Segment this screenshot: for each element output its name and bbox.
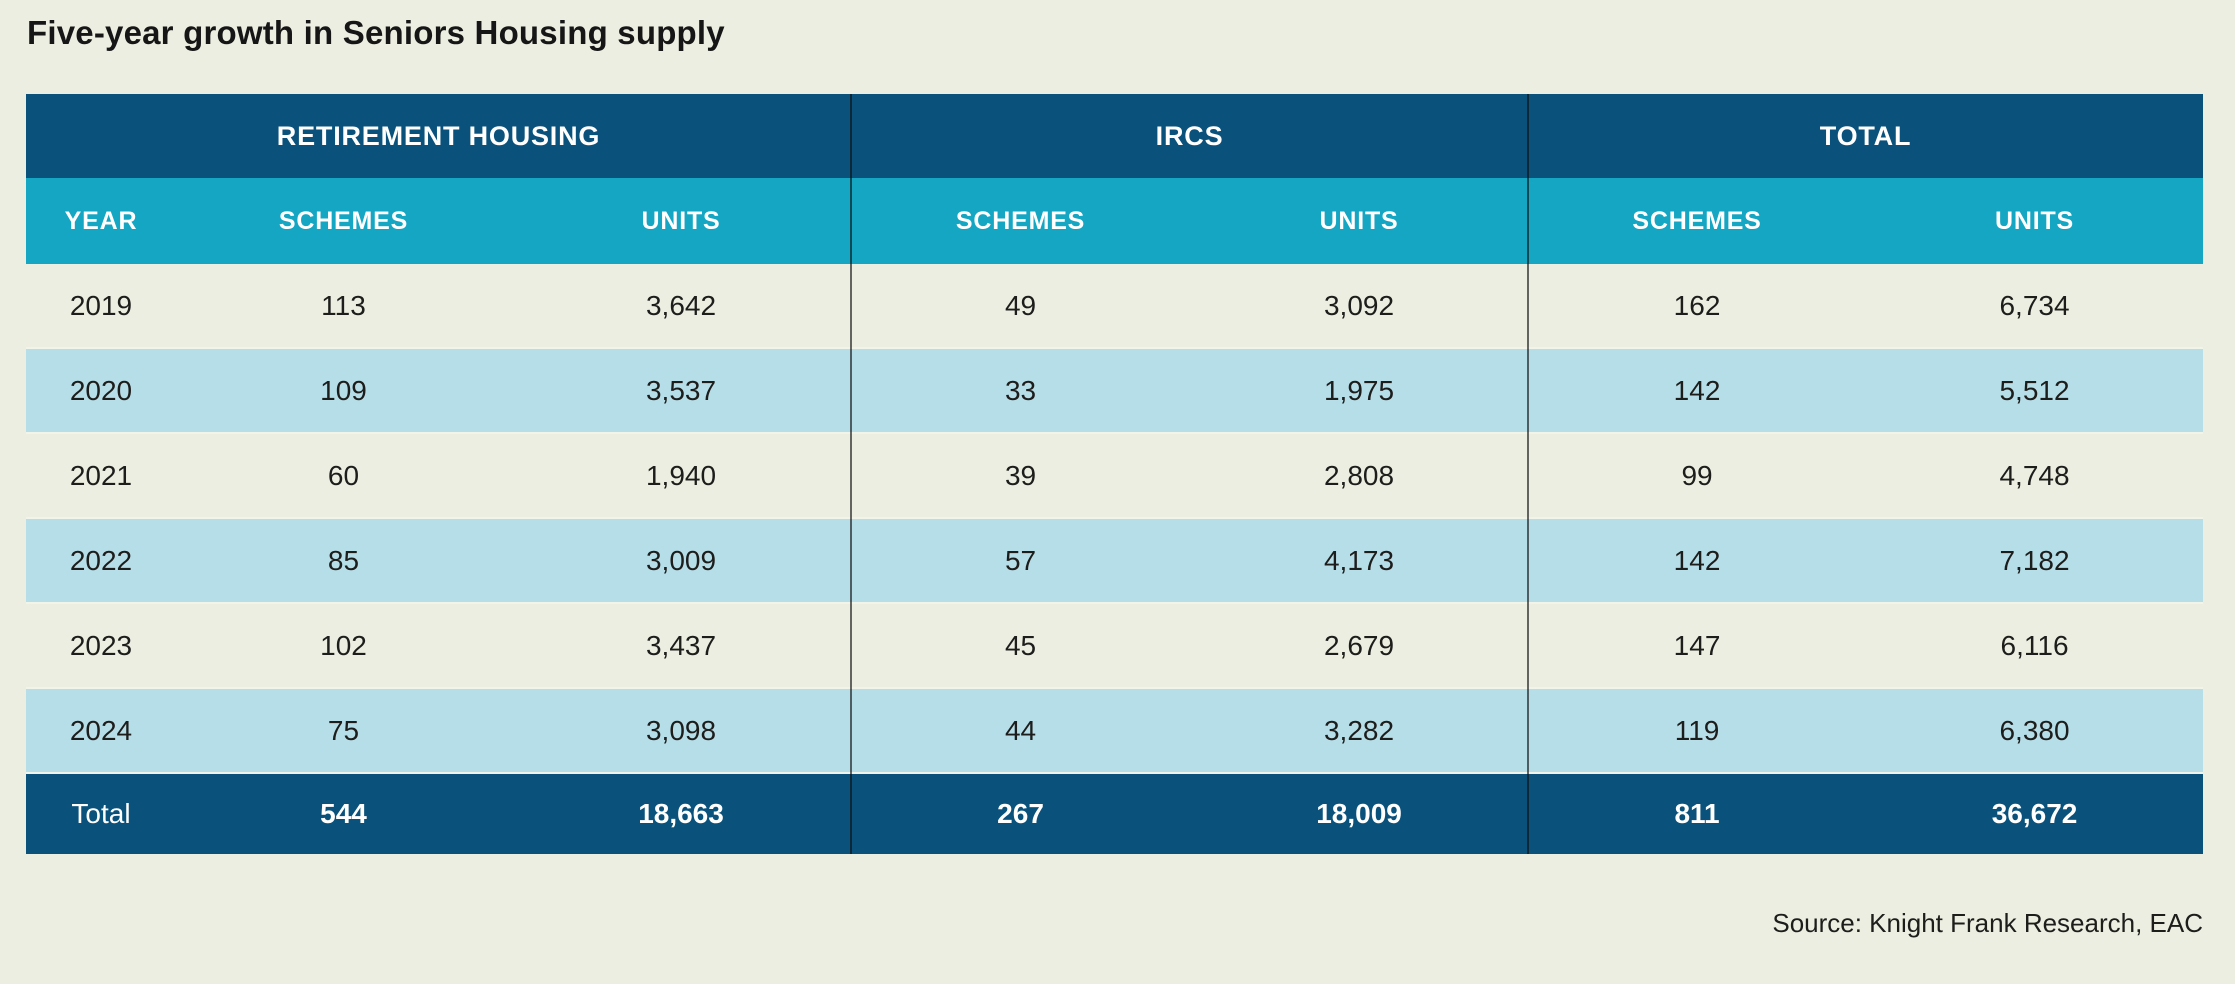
col-header-year: YEAR (26, 178, 176, 264)
table-cell: 102 (176, 603, 511, 688)
table-cell: 75 (176, 687, 511, 774)
table-cell: 147 (1528, 603, 1867, 688)
year-cell: 2022 (26, 517, 176, 604)
supply-table-container: RETIREMENT HOUSING IRCS TOTAL YEAR SCHEM… (26, 94, 2204, 854)
table-cell: 7,182 (1866, 517, 2204, 604)
col-header-total-units: UNITS (1866, 178, 2204, 264)
total-label-cell: Total (26, 773, 176, 854)
group-header-total: TOTAL (1528, 94, 2204, 178)
total-cell: 267 (851, 773, 1191, 854)
table-row-2024: 2024 75 3,098 44 3,282 119 6,380 (26, 687, 2204, 774)
table-cell: 119 (1528, 687, 1867, 774)
table-cell: 33 (851, 347, 1191, 434)
table-cell: 5,512 (1866, 347, 2204, 434)
seniors-housing-supply-table: RETIREMENT HOUSING IRCS TOTAL YEAR SCHEM… (26, 94, 2204, 854)
table-cell: 6,116 (1866, 603, 2204, 688)
table-cell: 3,282 (1190, 687, 1529, 774)
group-header-ircs: IRCS (851, 94, 1529, 178)
table-cell: 99 (1528, 433, 1867, 518)
table-row-2022: 2022 85 3,009 57 4,173 142 7,182 (26, 517, 2204, 604)
table-cell: 49 (851, 264, 1191, 348)
col-header-total-schemes: SCHEMES (1528, 178, 1867, 264)
column-header-row: YEAR SCHEMES UNITS SCHEMES UNITS SCHEMES… (26, 178, 2204, 264)
year-cell: 2024 (26, 687, 176, 774)
section-divider-line (1527, 94, 1529, 854)
year-cell: 2019 (26, 264, 176, 348)
table-row-2020: 2020 109 3,537 33 1,975 142 5,512 (26, 347, 2204, 434)
page-title: Five-year growth in Seniors Housing supp… (27, 14, 725, 51)
source-note: Source: Knight Frank Research, EAC (1772, 908, 2203, 938)
total-cell: 18,009 (1190, 773, 1529, 854)
year-cell: 2023 (26, 603, 176, 688)
table-cell: 60 (176, 433, 511, 518)
table-cell: 3,009 (511, 517, 852, 604)
table-cell: 3,437 (511, 603, 852, 688)
total-row: Total 544 18,663 267 18,009 811 36,672 (26, 773, 2204, 854)
table-cell: 2,808 (1190, 433, 1529, 518)
table-row-2021: 2021 60 1,940 39 2,808 99 4,748 (26, 433, 2204, 518)
total-cell: 18,663 (511, 773, 852, 854)
col-header-rh-units: UNITS (511, 178, 852, 264)
table-cell: 45 (851, 603, 1191, 688)
section-divider-line (850, 94, 852, 854)
col-header-rh-schemes: SCHEMES (176, 178, 511, 264)
total-cell: 811 (1528, 773, 1867, 854)
year-cell: 2020 (26, 347, 176, 434)
group-header-row: RETIREMENT HOUSING IRCS TOTAL (26, 94, 2204, 178)
table-cell: 57 (851, 517, 1191, 604)
table-cell: 3,642 (511, 264, 852, 348)
table-row-2023: 2023 102 3,437 45 2,679 147 6,116 (26, 603, 2204, 688)
table-cell: 142 (1528, 347, 1867, 434)
table-cell: 6,734 (1866, 264, 2204, 348)
table-cell: 113 (176, 264, 511, 348)
total-cell: 544 (176, 773, 511, 854)
table-cell: 4,748 (1866, 433, 2204, 518)
table-cell: 4,173 (1190, 517, 1529, 604)
table-cell: 6,380 (1866, 687, 2204, 774)
table-cell: 3,537 (511, 347, 852, 434)
table-cell: 3,098 (511, 687, 852, 774)
table-cell: 85 (176, 517, 511, 604)
table-cell: 1,975 (1190, 347, 1529, 434)
col-header-ircs-units: UNITS (1190, 178, 1529, 264)
group-header-retirement-housing: RETIREMENT HOUSING (26, 94, 852, 178)
table-cell: 162 (1528, 264, 1867, 348)
table-cell: 1,940 (511, 433, 852, 518)
table-row-2019: 2019 113 3,642 49 3,092 162 6,734 (26, 264, 2204, 348)
col-header-ircs-schemes: SCHEMES (851, 178, 1191, 264)
table-cell: 39 (851, 433, 1191, 518)
year-cell: 2021 (26, 433, 176, 518)
table-cell: 44 (851, 687, 1191, 774)
table-cell: 2,679 (1190, 603, 1529, 688)
table-cell: 142 (1528, 517, 1867, 604)
table-cell: 109 (176, 347, 511, 434)
total-cell: 36,672 (1866, 773, 2204, 854)
table-cell: 3,092 (1190, 264, 1529, 348)
